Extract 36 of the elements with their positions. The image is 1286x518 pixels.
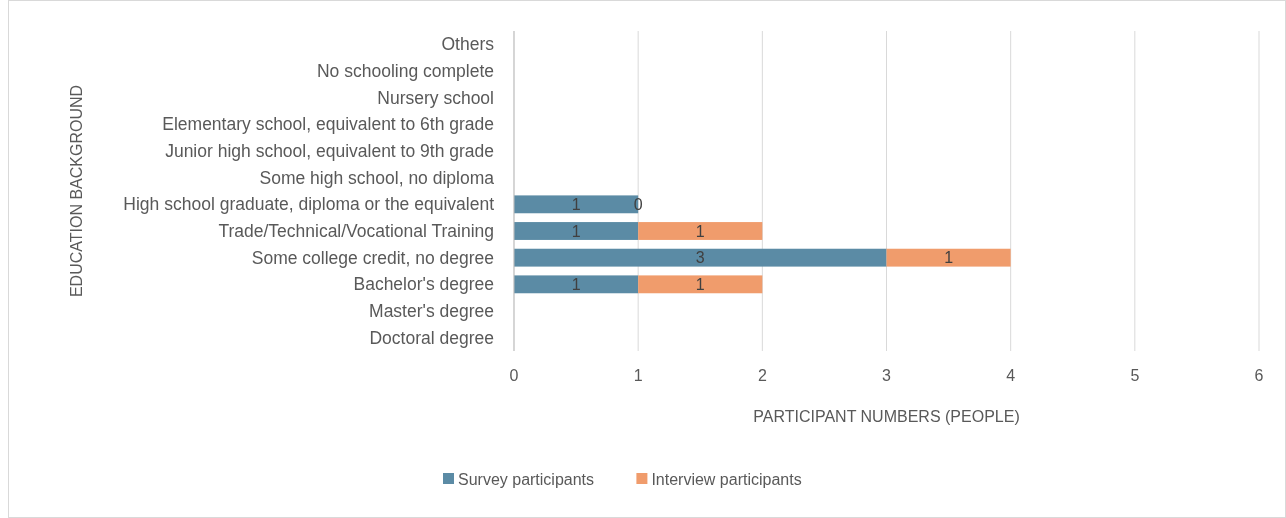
y-tick-label: Nursery school	[377, 87, 494, 108]
x-tick-label: 0	[509, 367, 519, 384]
y-tick-label: Trade/Technical/Vocational Training	[218, 221, 494, 242]
x-tick-label: 6	[1254, 367, 1264, 384]
x-tick-label: 3	[882, 367, 892, 384]
y-tick-label: Junior high school, equivalent to 9th grade	[165, 141, 494, 162]
data-label: 1	[944, 249, 954, 267]
data-label: 1	[695, 222, 705, 240]
legend-label: Survey participants	[458, 470, 595, 488]
bar	[514, 248, 887, 267]
y-tick-label: High school graduate, diploma or the equivalent	[123, 194, 495, 215]
legend-label: Interview participants	[651, 470, 802, 488]
x-tick-label: 4	[1006, 367, 1016, 384]
bar	[514, 222, 639, 240]
y-axis-title: EDUCATION BACKGROUND	[67, 84, 85, 298]
data-label: 1	[571, 275, 581, 293]
y-tick-label: Some college credit, no degree	[251, 247, 494, 268]
bar	[514, 275, 639, 294]
x-tick-label: 5	[1130, 367, 1140, 384]
y-tick-label: Some high school, no diploma	[259, 167, 495, 188]
bar	[638, 222, 763, 240]
y-tick-label: Doctoral degree	[369, 327, 494, 348]
y-tick-label: Others	[441, 34, 495, 55]
bar	[886, 248, 1011, 267]
x-tick-label: 2	[757, 367, 767, 384]
y-tick-label: Bachelor's degree	[353, 274, 494, 295]
x-axis-title: PARTICIPANT NUMBERS (PEOPLE)	[753, 408, 1020, 425]
data-label: 1	[695, 275, 705, 293]
bar	[638, 275, 763, 294]
y-tick-label: Elementary school, equivalent to 6th grade	[162, 114, 494, 135]
y-tick-label: Master's degree	[369, 301, 494, 322]
y-tick-label: No schooling complete	[316, 61, 494, 82]
data-label: 1	[571, 195, 581, 213]
data-label: 3	[695, 249, 705, 267]
x-tick-label: 1	[633, 367, 643, 384]
data-label: 1	[571, 222, 581, 240]
